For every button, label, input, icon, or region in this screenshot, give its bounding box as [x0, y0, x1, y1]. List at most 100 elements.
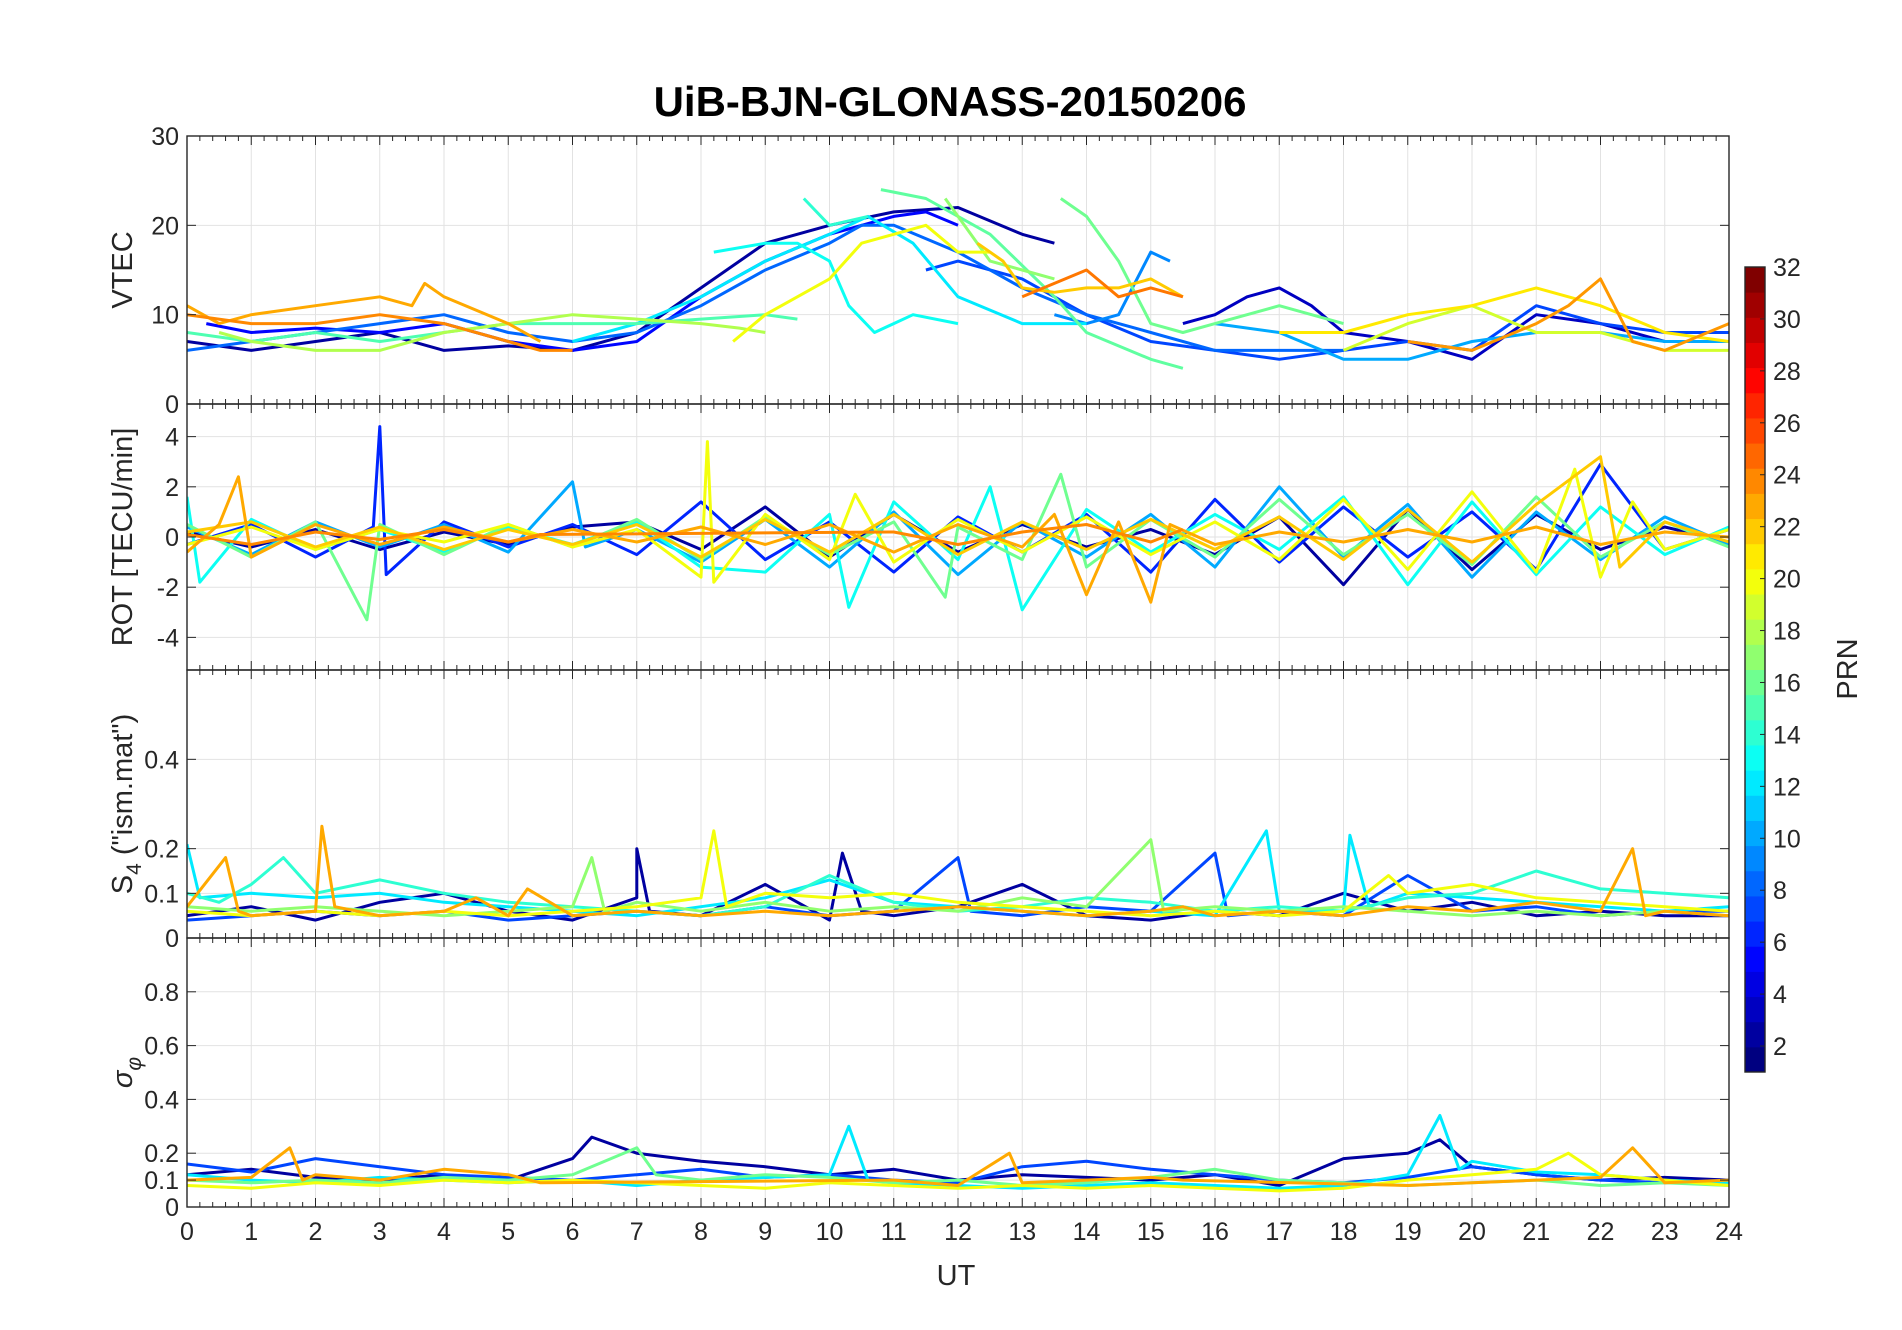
colorbar-label: PRN: [1832, 638, 1864, 699]
colorbar-tick-label: 2: [1773, 1033, 1787, 1061]
x-tick-label: 8: [694, 1218, 708, 1246]
colorbar-segment: [1745, 267, 1765, 293]
colorbar-segment: [1745, 870, 1765, 897]
colorbar-tick-label: 4: [1773, 981, 1787, 1009]
y-tick-label: 0.4: [144, 1086, 179, 1114]
colorbar-segment: [1745, 1046, 1765, 1073]
y-tick-label: -2: [157, 574, 179, 602]
x-tick-label: 12: [944, 1218, 972, 1246]
series-line: [187, 824, 1729, 918]
colorbar-segment: [1745, 619, 1765, 645]
series-line: [732, 223, 991, 343]
series-group: [187, 425, 1729, 622]
series-line: [1407, 277, 1729, 352]
series-group: [187, 188, 1729, 370]
colorbar-segment: [1745, 694, 1765, 721]
x-axis-label: UT: [937, 1260, 976, 1292]
series-line: [572, 214, 1087, 343]
x-tick-label: 13: [1008, 1218, 1036, 1246]
x-tick-label: 23: [1651, 1218, 1679, 1246]
y-tick-label: -4: [157, 624, 179, 652]
x-tick-label: 20: [1458, 1218, 1486, 1246]
series-line: [976, 241, 1184, 299]
x-tick-label: 19: [1394, 1218, 1422, 1246]
y-tick-label: 20: [151, 212, 179, 240]
series-line: [713, 241, 959, 334]
x-tick-label: 6: [566, 1218, 580, 1246]
colorbar-segment: [1745, 644, 1765, 670]
colorbar-tick-label: 12: [1773, 773, 1801, 801]
series-line: [187, 313, 573, 352]
series-line: [206, 210, 959, 352]
x-tick-label: 18: [1330, 1218, 1358, 1246]
colorbar-tick-label: 26: [1773, 410, 1801, 438]
colorbar-segment: [1745, 845, 1765, 872]
colorbar-tick-label: 32: [1773, 254, 1801, 282]
x-tick-label: 4: [437, 1218, 451, 1246]
x-tick-label: 2: [309, 1218, 323, 1246]
series-group: [187, 1114, 1729, 1193]
colorbar-tick-label: 18: [1773, 618, 1801, 646]
x-tick-label: 24: [1715, 1218, 1743, 1246]
series-line: [925, 259, 1729, 361]
series-line: [943, 197, 1055, 281]
x-tick-label: 14: [1073, 1218, 1101, 1246]
colorbar-segment: [1745, 367, 1765, 394]
series-line: [802, 197, 869, 227]
colorbar-segment: [1745, 996, 1765, 1023]
x-tick-label: 10: [816, 1218, 844, 1246]
colorbar-segment: [1745, 770, 1765, 796]
x-tick-label: 0: [180, 1218, 194, 1246]
series-line: [1214, 322, 1729, 361]
x-tick-label: 16: [1201, 1218, 1229, 1246]
y-tick-label: 30: [151, 123, 179, 151]
colorbar-tick-label: 16: [1773, 669, 1801, 697]
series-line: [187, 425, 1729, 577]
y-tick-label: 0.8: [144, 979, 179, 1007]
colorbar-segment: [1745, 493, 1765, 520]
colorbar-segment: [1745, 292, 1765, 318]
series-line: [1021, 268, 1184, 299]
series-group: [187, 824, 1729, 922]
colorbar-tick-label: 14: [1773, 721, 1801, 749]
y-tick-label: 0.4: [144, 746, 179, 774]
y-tick-label: 4: [165, 424, 179, 452]
y-axis-label: σφ: [107, 1057, 146, 1089]
colorbar-tick-label: 22: [1773, 514, 1801, 542]
colorbar-tick-label: 28: [1773, 358, 1801, 386]
x-tick-label: 3: [373, 1218, 387, 1246]
y-axis-label: VTEC: [107, 231, 139, 308]
colorbar-segment: [1745, 820, 1765, 847]
y-tick-label: 0.2: [144, 1140, 179, 1168]
y-tick-label: 0: [165, 925, 179, 953]
y-tick-label: 0.1: [144, 880, 179, 908]
colorbar-tick-label: 6: [1773, 929, 1787, 957]
colorbar-segment: [1745, 443, 1765, 469]
series-line: [1059, 197, 1344, 334]
y-tick-label: 10: [151, 302, 179, 330]
colorbar-segment: [1745, 417, 1765, 444]
y-tick-label: 0: [165, 391, 179, 419]
panel-rot: -4 -2 0 2 4 ROT [TECU/min]: [107, 403, 1730, 671]
colorbar-segment: [1745, 895, 1765, 922]
colorbar-segment: [1745, 543, 1765, 570]
x-tick-label: 7: [630, 1218, 644, 1246]
colorbar-segment: [1745, 568, 1765, 595]
colorbar-segment: [1745, 468, 1765, 494]
x-tick-label: 21: [1522, 1218, 1550, 1246]
colorbar-segment: [1745, 744, 1765, 771]
colorbar-tick-label: 10: [1773, 825, 1801, 853]
colorbar-segment: [1745, 392, 1765, 419]
colorbar-segment: [1745, 795, 1765, 821]
series-line: [187, 1157, 1729, 1185]
x-tick-label: 9: [758, 1218, 772, 1246]
x-tick-label: 17: [1265, 1218, 1293, 1246]
colorbar-segment: [1745, 518, 1765, 545]
chart-title: UiB-BJN-GLONASS-20150206: [654, 78, 1247, 125]
colorbar-tick-label: 30: [1773, 306, 1801, 334]
y-axis-label: ROT [TECU/min]: [107, 428, 139, 647]
y-tick-label: 0.1: [144, 1167, 179, 1195]
